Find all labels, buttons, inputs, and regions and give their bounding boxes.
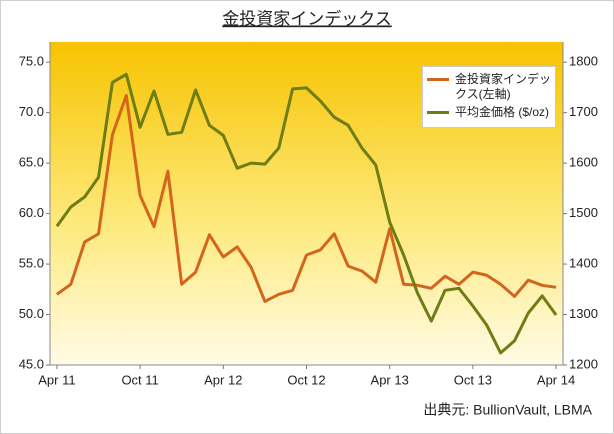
x-tick-label: Apr 13 — [371, 372, 409, 387]
chart-title: 金投資家インデックス — [222, 8, 392, 28]
x-tick-label: Oct 12 — [287, 372, 325, 387]
y-tick-label: 55.0 — [19, 256, 44, 271]
y-tick-label: 70.0 — [19, 104, 44, 119]
series-line — [56, 94, 557, 303]
y2-tick-label: 1200 — [569, 356, 598, 371]
x-tick-label: Apr 14 — [537, 372, 575, 387]
x-tick-label: Apr 11 — [38, 372, 75, 387]
legend: 金投資家インデックス(左軸) 平均金価格 ($/oz) — [422, 66, 556, 128]
y-tick-label: 65.0 — [19, 155, 44, 170]
y-tick-label: 75.0 — [19, 54, 44, 69]
series-line — [55, 72, 558, 355]
x-tick-label: Oct 11 — [121, 372, 158, 387]
y2-tick-label: 1400 — [569, 256, 598, 271]
y2-tick-label: 1800 — [569, 54, 598, 69]
legend-item: 平均金価格 ($/oz) — [427, 105, 551, 120]
legend-label: 金投資家インデックス(左軸) — [455, 72, 552, 101]
y2-tick-label: 1700 — [569, 104, 598, 119]
x-tick-label: Oct 13 — [454, 372, 492, 387]
source: 出典元: BullionVault, LBMA — [423, 402, 592, 418]
legend-swatch — [427, 111, 449, 114]
y2-tick-label: 1500 — [569, 205, 598, 220]
x-tick-label: Apr 12 — [204, 372, 242, 387]
y-tick-label: 60.0 — [19, 205, 44, 220]
y2-tick-label: 1600 — [569, 155, 598, 170]
legend-swatch — [427, 78, 449, 81]
y2-tick-label: 1300 — [569, 306, 598, 321]
y-tick-label: 50.0 — [19, 306, 44, 321]
legend-item: 金投資家インデックス(左軸) — [427, 72, 551, 102]
legend-label: 平均金価格 ($/oz) — [455, 105, 550, 119]
y-tick-label: 45.0 — [19, 356, 44, 371]
